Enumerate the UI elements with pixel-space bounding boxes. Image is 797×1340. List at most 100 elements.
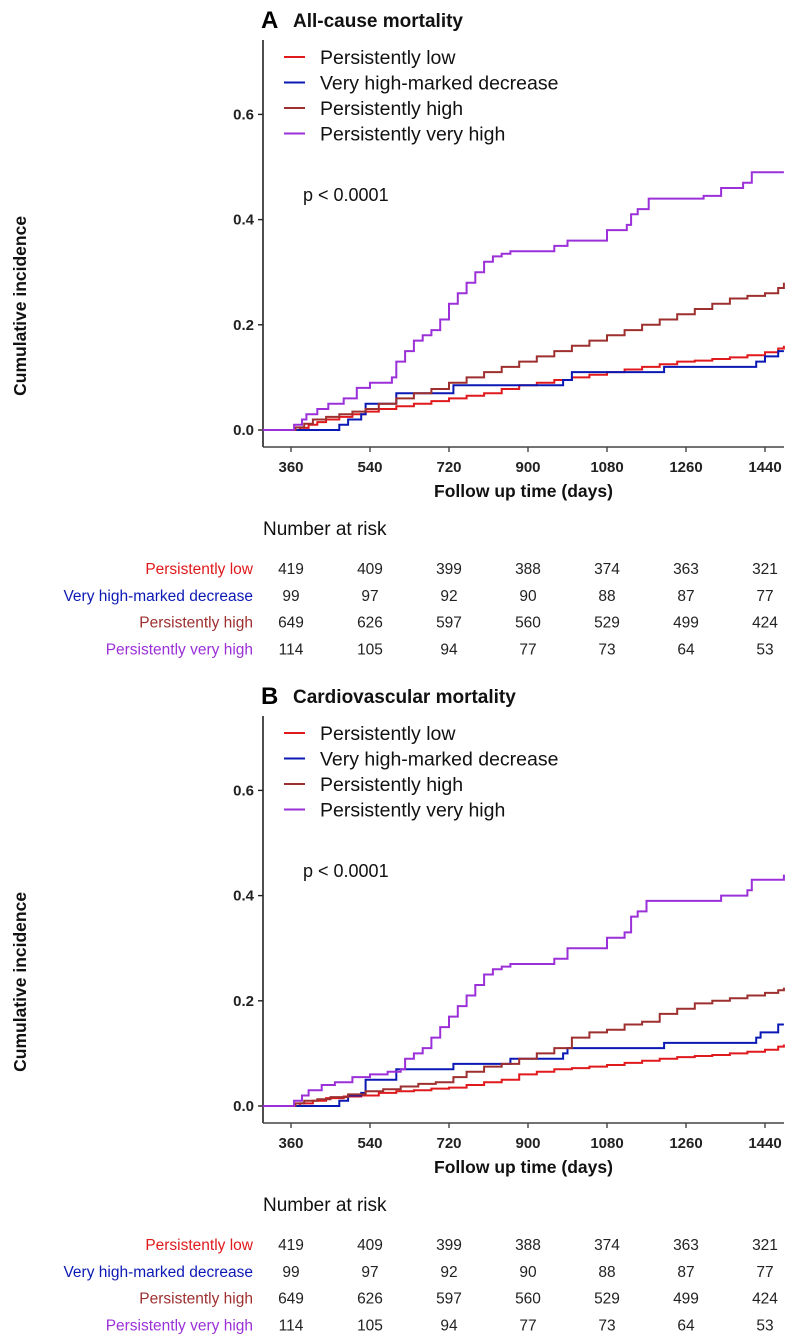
risk-cell: 499: [673, 615, 699, 632]
curve-persistently-high: [262, 987, 785, 1107]
risk-cell: 321: [752, 1237, 778, 1254]
risk-row-label: Persistently low: [145, 1237, 253, 1254]
risk-cell: 419: [278, 1237, 304, 1254]
legend-label-persistently-very-high: Persistently very high: [320, 124, 505, 146]
x-tick-label: 1440: [748, 1135, 781, 1152]
risk-cell: 99: [282, 1264, 299, 1281]
risk-cell: 97: [361, 1264, 378, 1281]
risk-row-label: Persistently high: [139, 615, 253, 632]
x-axis-title: Follow up time (days): [434, 1157, 613, 1177]
risk-cell: 560: [515, 1291, 541, 1308]
y-tick-label: 0.6: [233, 106, 254, 123]
risk-cell: 77: [756, 588, 773, 605]
risk-cell: 64: [677, 1317, 695, 1334]
panel-letter: B: [261, 683, 278, 710]
curve-persistently-high: [262, 282, 785, 431]
x-tick-label: 1260: [669, 1135, 702, 1152]
panel-a: A All-cause mortality 0.0 0.2 0.4 0.6 360 540 72…: [10, 7, 785, 658]
risk-cell: 409: [357, 1237, 383, 1254]
risk-cell: 419: [278, 561, 304, 578]
x-tick-label: 540: [357, 1135, 382, 1152]
risk-cell: 409: [357, 561, 383, 578]
risk-cell: 424: [752, 615, 778, 632]
risk-cell: 114: [279, 1317, 304, 1334]
curve-very-high-marked-decrease: [262, 1023, 784, 1107]
risk-row-label: Very high-marked decrease: [63, 1264, 253, 1281]
risk-cell: 87: [677, 1264, 694, 1281]
risk-cell: 114: [279, 641, 304, 658]
y-axis-title: Cumulative incidence: [10, 216, 30, 396]
risk-cell: 77: [519, 1317, 536, 1334]
risk-cell: 597: [436, 1291, 462, 1308]
x-tick-label: 720: [436, 1135, 461, 1152]
chart-b: B Cardiovascular mortality 0.0 0.2 0.4 0.6 360…: [10, 683, 785, 1334]
risk-cell: 626: [357, 615, 383, 632]
x-tick-label: 1080: [590, 459, 623, 476]
risk-row-label: Very high-marked decrease: [63, 588, 253, 605]
legend-label-persistently-high: Persistently high: [320, 774, 463, 796]
chart-title: Cardiovascular mortality: [293, 687, 516, 708]
risk-row-label: Persistently very high: [106, 641, 253, 658]
legend-label-persistently-very-high: Persistently very high: [320, 800, 505, 822]
risk-cell: 399: [436, 561, 462, 578]
risk-cell: 649: [278, 615, 304, 632]
risk-table-title: Number at risk: [263, 519, 387, 540]
risk-cell: 90: [519, 588, 537, 605]
risk-row-label: Persistently low: [145, 561, 253, 578]
curve-persistently-very-high: [262, 171, 784, 431]
risk-row-label: Persistently high: [139, 1291, 253, 1308]
y-tick-label: 0.2: [233, 317, 254, 334]
risk-cell: 73: [598, 641, 615, 658]
x-tick-label: 1260: [669, 459, 702, 476]
legend-label-persistently-high: Persistently high: [320, 98, 463, 120]
risk-table-title: Number at risk: [263, 1195, 387, 1216]
risk-cell: 53: [756, 641, 773, 658]
risk-cell: 529: [594, 615, 620, 632]
panel-letter: A: [261, 7, 278, 34]
risk-cell: 88: [598, 588, 615, 605]
risk-cell: 321: [752, 561, 778, 578]
risk-cell: 374: [594, 561, 620, 578]
risk-cell: 87: [677, 588, 694, 605]
legend-label-very-high-marked-decrease: Very high-marked decrease: [320, 73, 558, 95]
curve-persistently-low: [262, 345, 785, 431]
risk-cell: 77: [756, 1264, 773, 1281]
y-tick-label: 0.2: [233, 993, 254, 1010]
legend-label-persistently-low: Persistently low: [320, 723, 456, 745]
risk-cell: 73: [598, 1317, 615, 1334]
risk-cell: 64: [677, 641, 695, 658]
chart-a: A All-cause mortality 0.0 0.2 0.4 0.6 360 540 72…: [10, 7, 785, 658]
risk-cell: 626: [357, 1291, 383, 1308]
curve-persistently-very-high: [262, 874, 785, 1107]
risk-row-label: Persistently very high: [106, 1317, 253, 1334]
risk-cell: 597: [436, 615, 462, 632]
risk-cell: 424: [752, 1291, 778, 1308]
x-tick-label: 1440: [748, 459, 781, 476]
y-tick-label: 0.0: [233, 1098, 254, 1115]
x-tick-label: 720: [436, 459, 461, 476]
chart-title: All-cause mortality: [293, 11, 463, 32]
risk-cell: 560: [515, 615, 541, 632]
x-tick-label: 360: [278, 459, 303, 476]
x-tick-label: 900: [515, 459, 540, 476]
y-tick-label: 0.4: [233, 888, 255, 905]
risk-cell: 105: [357, 1317, 383, 1334]
risk-cell: 88: [598, 1264, 615, 1281]
risk-cell: 53: [756, 1317, 773, 1334]
p-value-annotation: p < 0.0001: [303, 185, 389, 205]
panel-b: B Cardiovascular mortality 0.0 0.2 0.4 0.6 360…: [0, 676, 797, 1340]
risk-cell: 97: [361, 588, 378, 605]
risk-cell: 374: [594, 1237, 620, 1254]
risk-cell: 388: [515, 1237, 541, 1254]
x-tick-label: 900: [515, 1135, 540, 1152]
y-tick-label: 0.6: [233, 782, 254, 799]
x-tick-label: 540: [357, 459, 382, 476]
risk-cell: 92: [440, 588, 457, 605]
risk-cell: 105: [357, 641, 383, 658]
x-tick-label: 1080: [590, 1135, 623, 1152]
curve-very-high-marked-decrease: [262, 350, 784, 431]
risk-cell: 399: [436, 1237, 462, 1254]
p-value-annotation: p < 0.0001: [303, 861, 389, 881]
y-axis-title: Cumulative incidence: [10, 892, 30, 1072]
y-tick-label: 0.0: [233, 422, 254, 439]
